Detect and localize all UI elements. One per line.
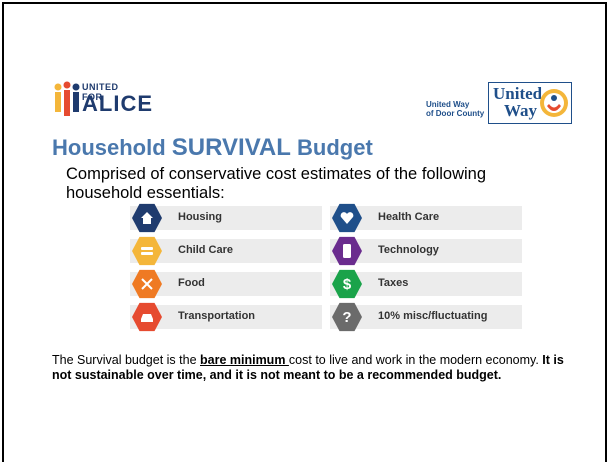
essential-label: Food bbox=[178, 277, 205, 289]
essential-icon bbox=[332, 236, 362, 266]
essential-icon bbox=[332, 203, 362, 233]
essential-symbol: $ bbox=[342, 275, 352, 293]
essential-label: Transportation bbox=[178, 310, 256, 322]
uw-local-line: of Door County bbox=[426, 109, 485, 118]
essential-item: Housing bbox=[130, 203, 322, 233]
essential-label: Health Care bbox=[378, 211, 440, 223]
essential-symbol: ? bbox=[342, 308, 352, 326]
uw-logo-line: Way bbox=[503, 101, 537, 120]
essential-label: Housing bbox=[178, 211, 222, 223]
essential-icon bbox=[132, 302, 162, 332]
essential-icon: $ bbox=[332, 269, 362, 299]
uw-logo: United Way bbox=[488, 82, 572, 124]
essentials-grid: Housing Child Care Food Transportation Healt… bbox=[130, 203, 522, 332]
uw-emblem bbox=[540, 89, 568, 117]
alice-top: UNITED FOR bbox=[82, 82, 119, 102]
icon-glyph bbox=[340, 212, 354, 224]
essential-icon bbox=[132, 203, 162, 233]
essential-icon bbox=[132, 236, 162, 266]
essential-item: ? 10% misc/fluctuating bbox=[330, 302, 522, 332]
essential-label: Technology bbox=[378, 244, 439, 256]
note: The Survival budget is the bare minimum … bbox=[52, 353, 572, 383]
alice-icon bbox=[54, 81, 80, 116]
essential-label: Child Care bbox=[178, 244, 234, 256]
essential-item: Technology bbox=[330, 236, 522, 266]
uw-local: United Way of Door County bbox=[426, 100, 484, 118]
uw-logo-line: United bbox=[493, 84, 543, 103]
essential-icon bbox=[132, 269, 162, 299]
alice-main: ALICE bbox=[82, 91, 153, 116]
alice-logo: UNITED FOR ALICE bbox=[52, 80, 152, 120]
note-text: The Survival budget is the bbox=[52, 353, 200, 367]
uw-logo-text: United Way bbox=[493, 84, 543, 120]
essential-item: $ Taxes bbox=[330, 269, 522, 299]
essential-item: Health Care bbox=[330, 203, 522, 233]
icon-glyph bbox=[141, 212, 153, 224]
essential-label: 10% misc/fluctuating bbox=[378, 310, 488, 322]
note-emphasis: bare minimum bbox=[200, 353, 289, 367]
icon-glyph bbox=[141, 314, 153, 322]
title: Household SURVIVAL Budget bbox=[52, 134, 373, 162]
intro: Comprised of conservative cost estimates… bbox=[66, 165, 487, 202]
uw-local-line: United Way bbox=[426, 100, 470, 109]
title-part: Household bbox=[52, 135, 172, 160]
essential-item: Transportation bbox=[130, 302, 322, 332]
icon-glyph bbox=[141, 278, 153, 290]
essential-icon: ? bbox=[332, 302, 362, 332]
essential-item: Food bbox=[130, 269, 322, 299]
icon-glyph bbox=[141, 247, 153, 255]
note-text: cost to live and work in the modern econ… bbox=[288, 353, 543, 367]
essential-label: Taxes bbox=[378, 277, 409, 289]
title-part: SURVIVAL bbox=[171, 134, 291, 161]
essential-item: Child Care bbox=[130, 236, 322, 266]
note-bold: It is not sustainable over time, and it … bbox=[52, 353, 564, 382]
title-part: Budget bbox=[290, 135, 373, 160]
icon-glyph bbox=[343, 244, 351, 258]
